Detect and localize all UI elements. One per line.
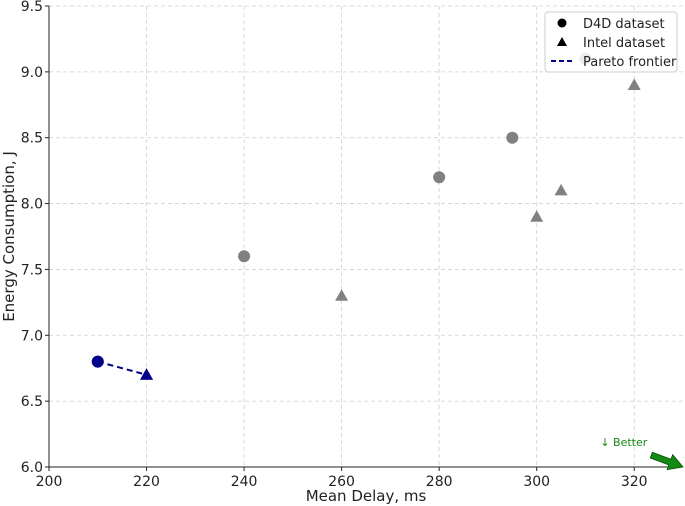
x-tick-label: 260: [328, 474, 355, 490]
x-axis-label: Mean Delay, ms: [306, 487, 427, 505]
axes-frame: [48, 6, 683, 468]
intel-point: [335, 289, 349, 301]
legend-box: [544, 11, 678, 73]
intel-point: [627, 78, 641, 91]
grid-lines: [48, 5, 683, 468]
better-annotation: ↓ Better: [600, 436, 684, 471]
legend-label: Pareto frontier: [583, 55, 677, 70]
y-tick-label: 7.0: [21, 328, 43, 344]
y-tick-label: 7.5: [21, 262, 43, 278]
d4d-point: [238, 250, 251, 263]
legend-label: Intel dataset: [583, 36, 665, 51]
pareto-frontier-line: [97, 360, 147, 376]
y-tick-label: 6.5: [21, 394, 43, 410]
d4d-point: [433, 171, 446, 184]
y-tick-label: 8.0: [21, 197, 43, 213]
x-tick-label: 220: [133, 474, 160, 490]
y-tick-label: 9.5: [21, 0, 43, 15]
legend-triangle-marker: [557, 37, 567, 46]
legend-label: D4D dataset: [583, 17, 665, 32]
d4d-point: [506, 131, 519, 144]
better-arrow: [649, 451, 684, 471]
x-tick-label: 200: [36, 474, 63, 490]
legend: D4D dataset Intel dataset Pareto frontier: [544, 11, 678, 73]
intel-point: [530, 210, 544, 222]
pareto-d4d-point: [91, 355, 104, 368]
y-tick-label: 6.0: [21, 460, 43, 476]
y-tick-label: 8.5: [21, 131, 43, 147]
x-tick-label: 320: [621, 474, 648, 490]
legend-circle-marker: [557, 18, 567, 28]
y-tick-label: 9.0: [21, 65, 43, 81]
x-tick-label: 300: [523, 474, 550, 490]
pareto-intel-point: [140, 368, 154, 380]
better-label: ↓ Better: [600, 436, 647, 449]
y-axis-label: Energy Consumption, J: [0, 151, 18, 322]
tick-labels: 200 220 240 260 280 300 320 6.0 6.5 7.0 7.5 8.0 8.5 9…: [21, 0, 648, 490]
x-tick-label: 240: [231, 474, 258, 490]
data-series: [91, 52, 641, 380]
intel-point: [554, 183, 568, 196]
x-tick-label: 280: [426, 474, 453, 490]
